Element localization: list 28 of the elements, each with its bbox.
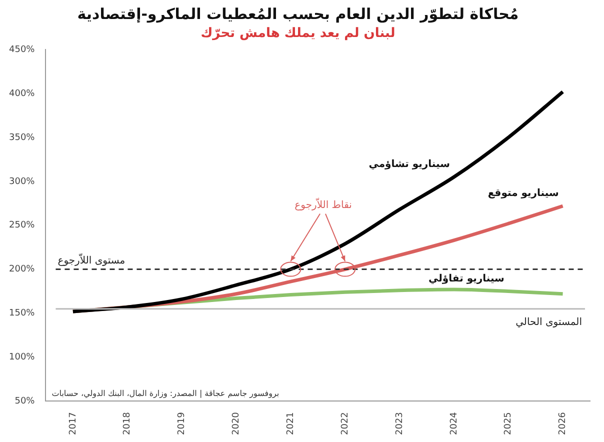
y-tick-label: 350% [8,132,36,143]
x-tick-label: 2026 [558,412,568,435]
y-tick-label: 300% [8,176,36,187]
annotation: نقاط اللاّرجوع [294,197,352,211]
chart-subtitle: لبنان لم يعد يملك هامش تحرّك [200,26,396,42]
x-tick-label: 2023 [394,412,405,435]
ref-line-label: المستوى الحالي [516,316,582,328]
y-tick-label: 100% [8,352,36,363]
y-tick-label: 450% [8,44,36,55]
x-tick-label: 2018 [122,412,133,435]
y-tick-label: 50% [14,396,36,406]
annotation: بروفسور جاسم عجاقة | المصدر: وزارة المال، البنك الدولي، حسابات [52,389,280,398]
ref-line-label: مستوى اللاّرجوع [58,252,126,266]
series-label: سيناريو تفاؤلي [428,273,505,284]
x-tick-label: 2017 [68,412,78,435]
series-label: سيناريو تشاؤمي [368,159,450,170]
x-tick-label: 2020 [232,412,242,435]
x-tick-label: 2025 [504,412,514,435]
x-tick-label: 2022 [340,412,350,435]
x-tick-label: 2019 [177,412,188,435]
x-tick-label: 2021 [286,412,296,435]
chart-title: مُحاكاة لتطوّر الدين العام بحسب المُعطيات الماكرو-إقتصادية [77,4,519,23]
y-tick-label: 400% [8,88,36,99]
y-tick-label: 250% [8,220,36,231]
y-tick-label: 150% [8,308,36,319]
x-tick-label: 2024 [449,412,460,435]
y-tick-label: 200% [8,264,36,275]
series-label: سيناريو متوقع [488,188,559,200]
